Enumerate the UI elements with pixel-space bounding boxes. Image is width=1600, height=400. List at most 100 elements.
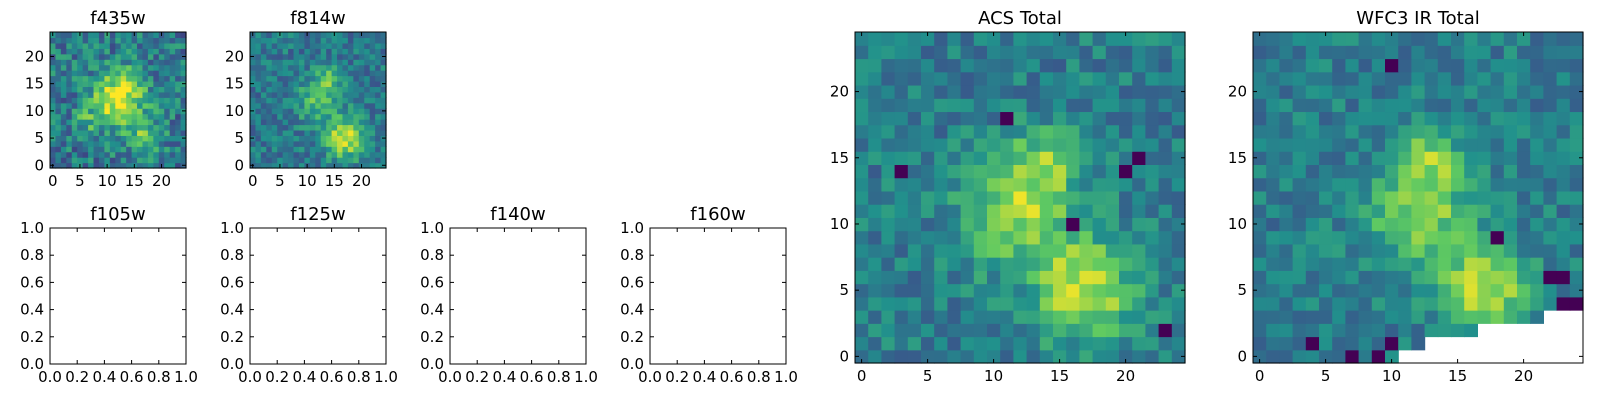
- heatmap-cell: [293, 91, 300, 98]
- heatmap-cell: [1530, 217, 1544, 232]
- heatmap-cell: [120, 37, 127, 44]
- heatmap-cell: [147, 59, 154, 66]
- heatmap-cell: [109, 64, 116, 71]
- heatmap-cell: [1517, 296, 1531, 311]
- heatmap-cell: [147, 140, 154, 147]
- x-tick-label: 1.0: [174, 368, 198, 386]
- x-tick-label: 5: [75, 172, 85, 190]
- heatmap-cell: [1464, 204, 1478, 218]
- heatmap-cell: [131, 75, 138, 82]
- heatmap-cell: [1437, 84, 1452, 99]
- heatmap-cell: [921, 270, 935, 285]
- heatmap-cell: [309, 42, 316, 49]
- heatmap-cell: [320, 129, 327, 136]
- heatmap-cell: [250, 48, 257, 55]
- heatmap-cell: [1332, 177, 1346, 192]
- heatmap-cell: [175, 157, 182, 164]
- heatmap-cell: [1345, 177, 1360, 192]
- heatmap-cell: [1039, 296, 1054, 311]
- heatmap-cell: [282, 162, 289, 169]
- heatmap-cell: [1292, 84, 1307, 99]
- heatmap-cell: [1411, 71, 1426, 86]
- heatmap-cell: [131, 80, 138, 87]
- heatmap-cell: [342, 37, 349, 44]
- heatmap-cell: [82, 162, 89, 169]
- heatmap-cell: [331, 146, 338, 153]
- heatmap-cell: [369, 108, 376, 115]
- heatmap-cell: [1490, 164, 1505, 179]
- heatmap-cell: [1398, 323, 1412, 338]
- x-tick-label: 10: [298, 172, 317, 190]
- heatmap-cell: [337, 129, 344, 136]
- heatmap-cell: [266, 32, 273, 39]
- heatmap-cell: [1053, 349, 1067, 364]
- heatmap-cell: [120, 32, 127, 39]
- heatmap-cell: [1385, 71, 1399, 86]
- heatmap-cell: [282, 151, 289, 158]
- heatmap-cell: [175, 113, 182, 120]
- heatmap-cell: [71, 124, 78, 131]
- heatmap-cell: [934, 98, 948, 113]
- heatmap-cell: [180, 91, 187, 98]
- heatmap-cell: [164, 146, 171, 153]
- heatmap-cell: [255, 64, 262, 71]
- heatmap-cell: [347, 91, 354, 98]
- heatmap-cell: [266, 146, 273, 153]
- heatmap-cell: [1171, 349, 1186, 364]
- heatmap-cell: [1517, 58, 1531, 73]
- heatmap-cell: [881, 336, 896, 351]
- heatmap-cell: [71, 135, 78, 142]
- heatmap-cell: [315, 157, 322, 164]
- heatmap-cell: [1424, 71, 1439, 86]
- heatmap-cell: [1145, 230, 1160, 245]
- heatmap-cell: [1517, 177, 1531, 192]
- heatmap-cell: [1556, 204, 1571, 218]
- heatmap-cell: [66, 108, 73, 115]
- heatmap-cell: [1371, 124, 1386, 139]
- heatmap-cell: [855, 323, 869, 338]
- heatmap-cell: [180, 97, 187, 104]
- heatmap-cell: [1079, 190, 1094, 205]
- heatmap-cell: [164, 102, 171, 109]
- heatmap-cell: [1053, 98, 1067, 113]
- heatmap-cell: [293, 32, 300, 39]
- heatmap-cell: [1279, 84, 1294, 99]
- heatmap-cell: [1424, 111, 1439, 126]
- heatmap-cell: [175, 86, 182, 93]
- heatmap-cell: [88, 102, 95, 109]
- heatmap-cell: [1332, 230, 1346, 245]
- heatmap-cell: [907, 164, 922, 179]
- heatmap-cell: [120, 42, 127, 49]
- heatmap-cell: [293, 146, 300, 153]
- heatmap-cell: [60, 119, 67, 126]
- heatmap-cell: [50, 97, 57, 104]
- heatmap-cell: [1171, 204, 1186, 218]
- heatmap-cell: [271, 37, 278, 44]
- heatmap-cell: [147, 135, 154, 142]
- heatmap-cell: [1556, 230, 1571, 245]
- heatmap-cell: [115, 108, 122, 115]
- heatmap-cell: [93, 129, 100, 136]
- heatmap-cell: [1305, 45, 1320, 60]
- heatmap-cell: [250, 75, 257, 82]
- heatmap-cell: [71, 42, 78, 49]
- heatmap-cell: [120, 75, 127, 82]
- heatmap-cell: [947, 310, 962, 324]
- heatmap-cell: [315, 119, 322, 126]
- heatmap-cell: [1319, 177, 1333, 192]
- heatmap-cell: [364, 42, 371, 49]
- y-tick-label: 20: [25, 47, 44, 65]
- heatmap-cell: [1543, 296, 1558, 311]
- heatmap-cell: [104, 151, 111, 158]
- heatmap-cell: [1145, 84, 1160, 99]
- heatmap-cell: [1437, 71, 1452, 86]
- heatmap-cell: [175, 102, 182, 109]
- heatmap-cell: [369, 64, 376, 71]
- heatmap-cell: [1053, 243, 1067, 258]
- heatmap-cell: [250, 102, 257, 109]
- heatmap-cell: [1092, 177, 1107, 192]
- heatmap-cell: [353, 108, 360, 115]
- heatmap-cell: [60, 124, 67, 131]
- y-tick-label: 0.6: [420, 273, 444, 291]
- heatmap-cell: [1305, 164, 1320, 179]
